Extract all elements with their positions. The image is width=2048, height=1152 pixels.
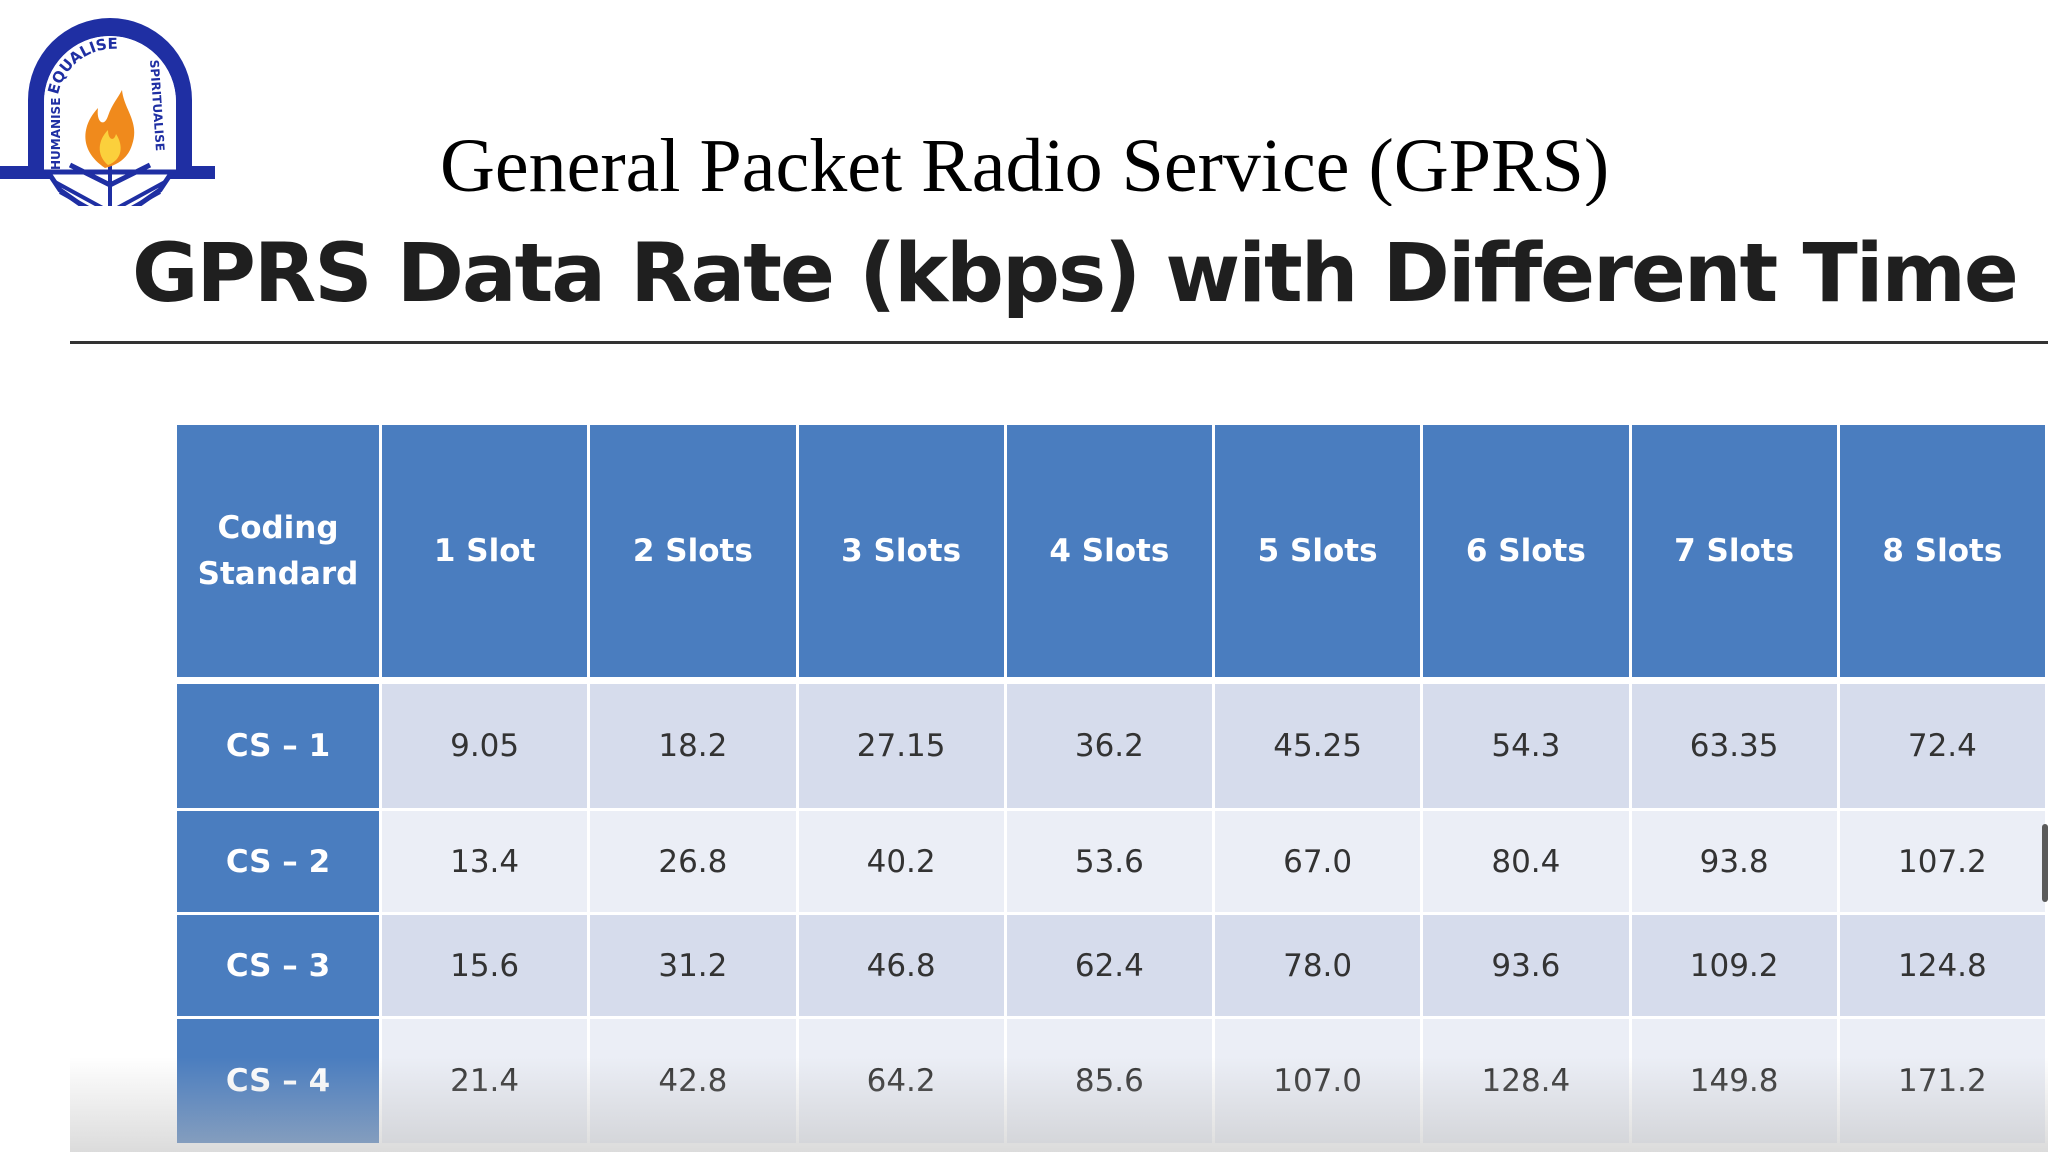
- corner-header-cell: Coding Standard: [177, 425, 379, 677]
- table-cell: 107.0: [1215, 1019, 1421, 1143]
- column-header-5-slots: 5 Slots: [1215, 425, 1421, 677]
- table-cell: 21.4: [382, 1019, 588, 1143]
- table-cell: 67.0: [1215, 811, 1421, 912]
- table-cell: 31.2: [590, 915, 796, 1016]
- column-header-1-slot: 1 Slot: [382, 425, 588, 677]
- institution-emblem-flame-book-icon: EQUALISE HUMANISE SPIRITUALISE: [0, 18, 215, 229]
- table-cell: 80.4: [1423, 811, 1629, 912]
- table-heading: GPRS Data Rate (kbps) with Different Tim…: [132, 227, 2048, 321]
- table-cell: 26.8: [590, 811, 796, 912]
- logo-motto-left: HUMANISE: [49, 98, 63, 170]
- column-header-4-slots: 4 Slots: [1006, 425, 1212, 677]
- table-cell: 45.25: [1215, 680, 1421, 808]
- column-header-8-slots: 8 Slots: [1839, 425, 2045, 677]
- table-cell: 171.2: [1839, 1019, 2045, 1143]
- column-header-3-slots: 3 Slots: [798, 425, 1004, 677]
- table-cell: 93.6: [1423, 915, 1629, 1016]
- table-cell: 72.4: [1839, 680, 2045, 808]
- column-header-2-slots: 2 Slots: [590, 425, 796, 677]
- column-header-7-slots: 7 Slots: [1631, 425, 1837, 677]
- svg-text:SPIRITUALISE: SPIRITUALISE: [147, 59, 167, 151]
- table-cell: 128.4: [1423, 1019, 1629, 1143]
- table-cell: 63.35: [1631, 680, 1837, 808]
- scroll-handle[interactable]: [2042, 824, 2048, 902]
- institution-logo: EQUALISE HUMANISE SPIRITUALISE: [0, 0, 215, 230]
- table-cell: 54.3: [1423, 680, 1629, 808]
- svg-text:HUMANISE: HUMANISE: [49, 98, 63, 170]
- row-label-cs-3: CS – 3: [177, 915, 379, 1016]
- table-header-row: Coding Standard 1 Slot 2 Slots 3 Slots 4…: [177, 425, 2045, 677]
- corner-header-line-1: Coding: [217, 510, 339, 546]
- row-label-cs-2: CS – 2: [177, 811, 379, 912]
- table-cell: 78.0: [1215, 915, 1421, 1016]
- table-cell: 109.2: [1631, 915, 1837, 1016]
- heading-divider: [70, 341, 2048, 344]
- table-cell: 62.4: [1006, 915, 1212, 1016]
- table-cell: 9.05: [382, 680, 588, 808]
- row-label-cs-1: CS – 1: [177, 680, 379, 808]
- column-header-6-slots: 6 Slots: [1423, 425, 1629, 677]
- table-cell: 107.2: [1839, 811, 2045, 912]
- table-cell: 124.8: [1839, 915, 2045, 1016]
- table-row: CS – 3 15.6 31.2 46.8 62.4 78.0 93.6 109…: [177, 915, 2045, 1016]
- table-cell: 42.8: [590, 1019, 796, 1143]
- embedded-video-frame: GPRS Data Rate (kbps) with Different Tim…: [70, 206, 2048, 1152]
- table-cell: 27.15: [798, 680, 1004, 808]
- table-cell: 85.6: [1006, 1019, 1212, 1143]
- logo-motto-right: SPIRITUALISE: [147, 59, 167, 151]
- table-cell: 53.6: [1006, 811, 1212, 912]
- table-cell: 36.2: [1006, 680, 1212, 808]
- table-row: CS – 4 21.4 42.8 64.2 85.6 107.0 128.4 1…: [177, 1019, 2045, 1143]
- table-cell: 64.2: [798, 1019, 1004, 1143]
- table-cell: 18.2: [590, 680, 796, 808]
- table-row: CS – 1 9.05 18.2 27.15 36.2 45.25 54.3 6…: [177, 680, 2045, 808]
- slide-title: General Packet Radio Service (GPRS): [440, 124, 1610, 208]
- table-cell: 15.6: [382, 915, 588, 1016]
- data-rate-table: Coding Standard 1 Slot 2 Slots 3 Slots 4…: [174, 422, 2048, 1146]
- table-cell: 40.2: [798, 811, 1004, 912]
- table-row: CS – 2 13.4 26.8 40.2 53.6 67.0 80.4 93.…: [177, 811, 2045, 912]
- table-cell: 93.8: [1631, 811, 1837, 912]
- table-cell: 149.8: [1631, 1019, 1837, 1143]
- table-cell: 13.4: [382, 811, 588, 912]
- table-cell: 46.8: [798, 915, 1004, 1016]
- row-label-cs-4: CS – 4: [177, 1019, 379, 1143]
- corner-header-line-2: Standard: [197, 556, 359, 592]
